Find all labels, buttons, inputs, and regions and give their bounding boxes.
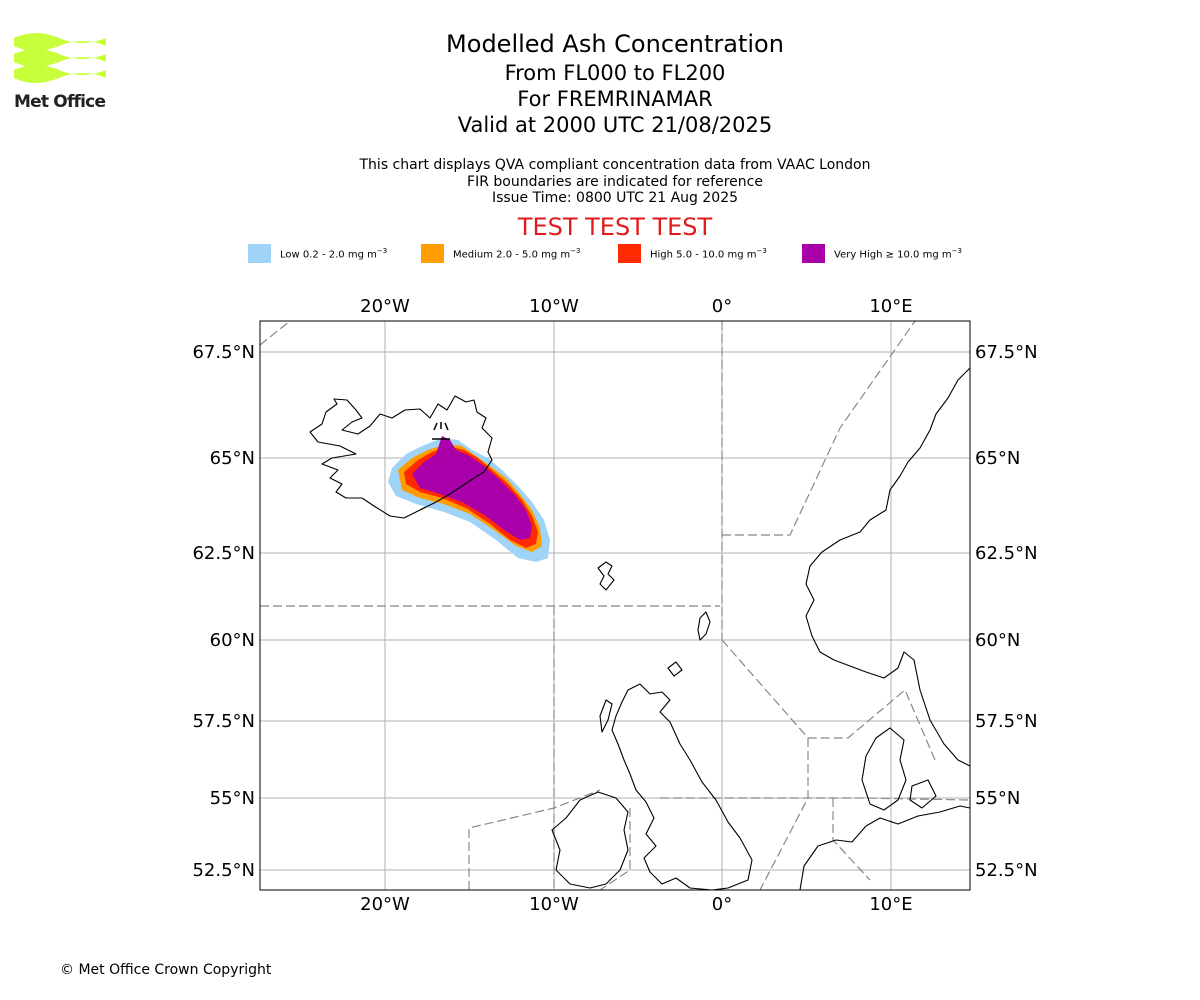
lat-tick-right-67-5n: 67.5°N [975, 342, 1038, 363]
coastline-orkney [667, 661, 683, 677]
lon-tick-bottom-10w: 10°W [529, 894, 579, 915]
fir-boundary-nl [832, 798, 871, 881]
met-office-logo [14, 30, 114, 112]
lon-tick-bottom-10e: 10°E [869, 894, 912, 915]
fir-boundary-north-sea [721, 639, 936, 761]
coastline-ireland [551, 791, 629, 889]
coastline-continent [799, 805, 970, 890]
coastline-hebrides [599, 699, 613, 733]
coastline-denmark [861, 727, 907, 811]
ash-contours [388, 436, 550, 562]
legend-swatch-low [248, 244, 271, 263]
chart-titles: Modelled Ash Concentration From FL000 to… [315, 28, 915, 138]
lat-tick-left-65n: 65°N [210, 448, 255, 469]
lat-tick-right-57-5n: 57.5°N [975, 711, 1038, 732]
page-title: Modelled Ash Concentration [446, 30, 784, 58]
legend-label-very-high: Very High ≥ 10.0 mg m [834, 249, 952, 261]
map-border [259, 320, 971, 891]
lon-tick-top-0: 0° [712, 296, 732, 317]
volcano-icon [432, 422, 450, 440]
lat-tick-left-57-5n: 57.5°N [192, 711, 255, 732]
lon-tick-top-10w: 10°W [529, 296, 579, 317]
legend-label-medium: Medium 2.0 - 5.0 mg m [453, 249, 571, 261]
test-banner: TEST TEST TEST [517, 213, 713, 241]
fir-boundary-irl [599, 808, 631, 890]
ash-contour-very-high [412, 436, 532, 540]
copyright: © Met Office Crown Copyright [60, 962, 272, 978]
lat-tick-left-55n: 55°N [210, 788, 255, 809]
lon-tick-top-20w: 20°W [360, 296, 410, 317]
valid-time: Valid at 2000 UTC 21/08/2025 [457, 113, 773, 137]
lon-tick-bottom-20w: 20°W [360, 894, 410, 915]
lat-tick-left-60n: 60°N [210, 630, 255, 651]
note-qva: This chart displays QVA compliant concen… [359, 157, 871, 173]
legend-swatch-medium [421, 244, 444, 263]
flight-level-range: From FL000 to FL200 [504, 61, 726, 85]
lat-tick-left-52-5n: 52.5°N [192, 860, 255, 881]
fir-boundary-55n [660, 797, 970, 801]
lat-tick-right-52-5n: 52.5°N [975, 860, 1038, 881]
legend-swatch-high [618, 244, 641, 263]
fir-boundary-norway [722, 321, 916, 536]
legend-label-low: Low 0.2 - 2.0 mg m [280, 249, 377, 261]
lon-tick-top-10e: 10°E [869, 296, 912, 317]
coastline-scandinavia [805, 367, 970, 767]
lat-tick-right-62-5n: 62.5°N [975, 543, 1038, 564]
lon-tick-bottom-0: 0° [712, 894, 732, 915]
lat-tick-right-60n: 60°N [975, 630, 1020, 651]
coastline-faroes [597, 561, 615, 591]
coastline-shetland [697, 611, 711, 641]
lat-tick-right-65n: 65°N [975, 448, 1020, 469]
coastline-iceland [309, 395, 493, 519]
note-fir: FIR boundaries are indicated for referen… [467, 173, 763, 190]
fir-boundary-sw [468, 789, 601, 890]
coastline-danish-islands [909, 779, 937, 809]
coastline-iceland-south [419, 459, 493, 511]
logo-text: Met Office [14, 92, 106, 112]
lat-tick-left-62-5n: 62.5°N [192, 543, 255, 564]
volcano-name: For FREMRINAMAR [517, 87, 713, 111]
fir-boundaries [260, 321, 970, 890]
met-office-waves-icon [14, 33, 106, 83]
fir-boundary-nw [260, 321, 291, 346]
lat-tick-right-55n: 55°N [975, 788, 1020, 809]
legend-label-high: High 5.0 - 10.0 mg m [650, 249, 757, 261]
lat-tick-left-67-5n: 67.5°N [192, 342, 255, 363]
chart-notes: This chart displays QVA compliant concen… [315, 157, 915, 207]
legend-swatch-very-high [802, 244, 825, 263]
coastlines [309, 367, 970, 890]
coastline-great-britain [611, 683, 753, 890]
axis-labels: 20°W 10°W 0° 10°E 20°W 10°W 0° 10°E 67.5… [192, 296, 1037, 915]
note-issue-time: Issue Time: 0800 UTC 21 Aug 2025 [491, 190, 739, 206]
